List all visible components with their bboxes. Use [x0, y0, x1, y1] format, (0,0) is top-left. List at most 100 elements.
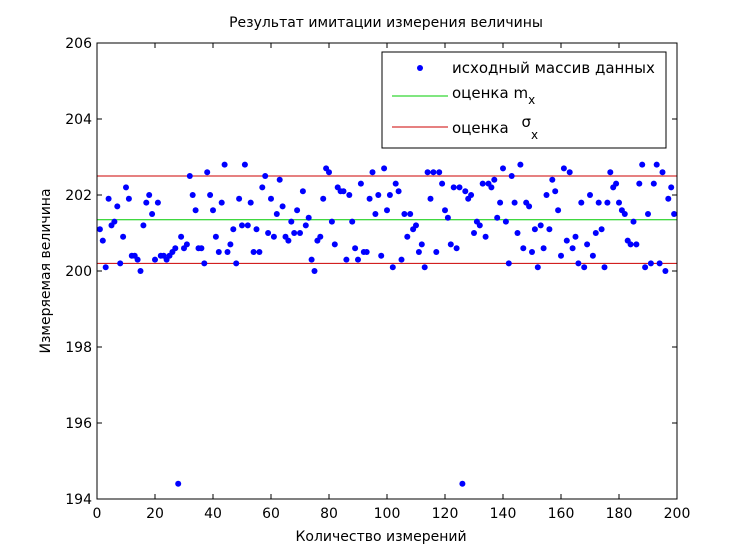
data-point — [262, 173, 269, 179]
data-point — [668, 184, 675, 191]
data-point — [392, 180, 399, 187]
y-axis-label: Измеряемая величина — [38, 188, 54, 353]
data-point — [540, 245, 547, 252]
data-point — [366, 195, 373, 202]
data-point — [578, 199, 585, 206]
data-point — [285, 237, 292, 244]
data-point — [317, 233, 324, 240]
data-point — [595, 199, 602, 206]
data-point — [569, 245, 576, 252]
data-point — [386, 192, 393, 198]
data-point — [662, 268, 669, 274]
data-point — [244, 222, 251, 229]
data-point — [279, 203, 286, 210]
data-point — [607, 169, 614, 176]
x-tick-label: 160 — [548, 506, 575, 522]
data-point — [665, 195, 672, 202]
data-point — [502, 218, 509, 225]
data-point — [488, 184, 495, 191]
data-point — [299, 188, 306, 195]
data-point — [111, 218, 118, 225]
data-point — [604, 199, 611, 206]
data-point — [560, 165, 567, 172]
data-point — [114, 203, 121, 210]
data-point — [671, 211, 678, 217]
data-point — [659, 169, 666, 176]
data-point — [305, 214, 312, 221]
data-point — [154, 199, 161, 206]
data-point — [294, 207, 301, 214]
data-point — [134, 256, 141, 263]
data-point — [297, 230, 303, 236]
data-point — [418, 241, 425, 248]
legend-marker-data — [417, 65, 423, 71]
data-point — [442, 207, 448, 214]
data-point — [537, 222, 544, 229]
data-point — [566, 169, 573, 176]
data-point — [236, 195, 243, 202]
legend-label-data: исходный массив данных — [452, 59, 655, 77]
data-point — [389, 264, 396, 271]
data-point — [192, 207, 199, 214]
chart-title: Результат имитации измерения величины — [229, 15, 543, 31]
x-tick-label: 140 — [490, 506, 517, 522]
data-point — [439, 180, 446, 187]
data-point — [152, 256, 158, 263]
data-point — [413, 222, 419, 229]
data-point — [471, 230, 477, 236]
data-point — [494, 214, 501, 221]
data-point — [627, 241, 634, 248]
data-point — [468, 192, 475, 198]
y-tick-label: 198 — [65, 340, 92, 356]
data-point — [584, 241, 591, 248]
data-point — [291, 230, 298, 236]
data-point — [436, 169, 443, 176]
data-point — [250, 249, 257, 255]
data-point — [630, 218, 637, 225]
data-point — [601, 264, 608, 271]
data-point — [581, 264, 588, 271]
data-point — [482, 233, 489, 240]
data-point — [407, 211, 414, 217]
legend-label-sigma: оценка σx — [452, 113, 538, 142]
data-point — [589, 252, 596, 259]
data-point — [514, 230, 521, 236]
x-tick-label: 180 — [606, 506, 633, 522]
data-point — [123, 184, 129, 191]
data-point — [375, 192, 382, 198]
data-point — [331, 241, 338, 248]
data-point — [642, 264, 649, 271]
legend-sigma-symbol: σ — [521, 113, 531, 131]
data-point — [326, 169, 332, 176]
data-point — [137, 268, 144, 274]
data-point — [500, 165, 506, 172]
data-point — [105, 195, 112, 202]
data-point — [355, 256, 361, 263]
y-tick-label: 202 — [65, 188, 92, 204]
data-point — [207, 192, 214, 198]
data-point — [636, 180, 643, 187]
data-point — [511, 199, 518, 206]
legend-label-mean: оценка mx — [452, 84, 535, 107]
data-point — [183, 241, 190, 248]
data-point — [96, 226, 103, 233]
data-point — [369, 169, 376, 176]
data-point — [479, 180, 486, 187]
x-tick-label: 0 — [93, 506, 102, 522]
data-point — [430, 169, 437, 176]
data-point — [343, 256, 350, 263]
y-tick-label: 196 — [65, 416, 92, 432]
data-point — [645, 211, 651, 217]
x-tick-label: 100 — [374, 506, 401, 522]
data-point — [215, 249, 222, 255]
data-point — [117, 260, 124, 267]
data-point — [549, 176, 556, 183]
data-point — [395, 188, 402, 195]
data-point — [302, 222, 309, 229]
x-tick-label: 60 — [262, 506, 280, 522]
data-point — [558, 252, 564, 259]
data-point — [508, 173, 515, 179]
data-point — [178, 233, 185, 240]
data-point — [415, 249, 422, 255]
data-point — [650, 180, 657, 187]
